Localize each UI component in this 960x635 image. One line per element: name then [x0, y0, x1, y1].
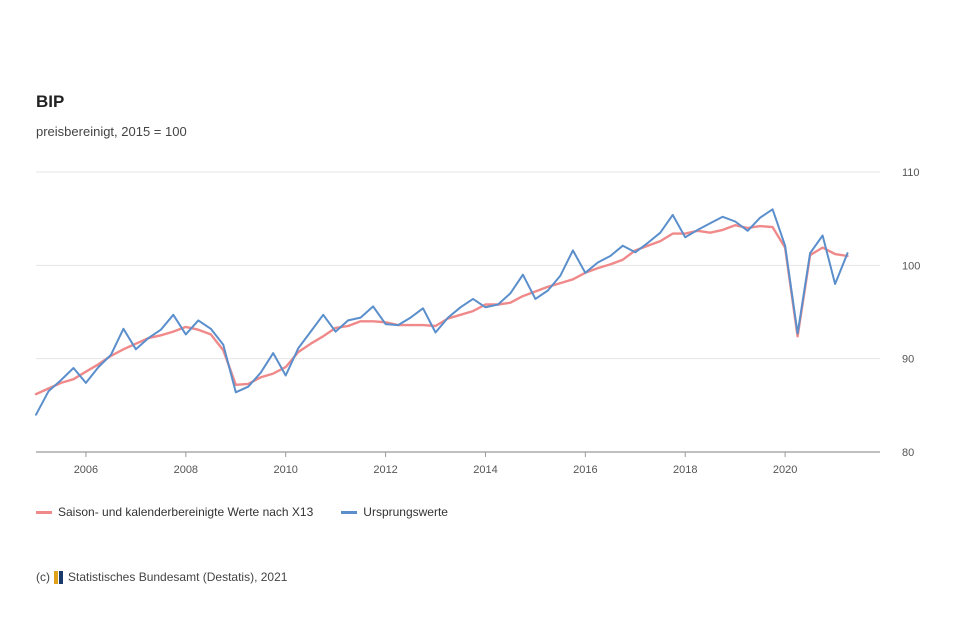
x-tick-label: 2008: [174, 464, 198, 476]
y-tick-label: 80: [902, 447, 914, 459]
chart-subtitle: preisbereinigt, 2015 = 100: [36, 124, 187, 139]
x-tick-label: 2018: [673, 464, 697, 476]
x-tick-label: 2006: [74, 464, 98, 476]
series-line-seasonally-adjusted: [34, 223, 849, 396]
legend-label-seasonally-adjusted: Saison- und kalenderbereinigte Werte nac…: [58, 505, 314, 519]
copyright-mark: (c): [36, 570, 50, 584]
chart-legend: Saison- und kalenderbereinigte Werte nac…: [36, 505, 476, 519]
legend-label-original-values: Ursprungswerte: [363, 505, 448, 519]
source-text: Statistisches Bundesamt (Destatis), 2021: [68, 570, 288, 584]
series-line-original-values: [35, 208, 849, 416]
legend-item-seasonally-adjusted[interactable]: Saison- und kalenderbereinigte Werte nac…: [36, 505, 313, 519]
source-credit: (c) Statistisches Bundesamt (Destatis), …: [36, 570, 287, 584]
x-tick-label: 2012: [373, 464, 397, 476]
x-tick-label: 2014: [473, 464, 497, 476]
y-tick-label: 90: [902, 354, 914, 366]
destatis-logo-icon: [54, 570, 64, 584]
legend-swatch-red: [36, 510, 52, 514]
legend-swatch-blue: [341, 510, 358, 514]
x-tick-label: 2010: [273, 464, 297, 476]
y-tick-label: 100: [902, 260, 920, 272]
legend-item-original-values[interactable]: Ursprungswerte: [341, 505, 448, 519]
y-tick-label: 110: [902, 167, 920, 179]
x-tick-label: 2020: [773, 464, 797, 476]
x-tick-label: 2016: [573, 464, 597, 476]
chart-title: BIP: [36, 92, 65, 111]
